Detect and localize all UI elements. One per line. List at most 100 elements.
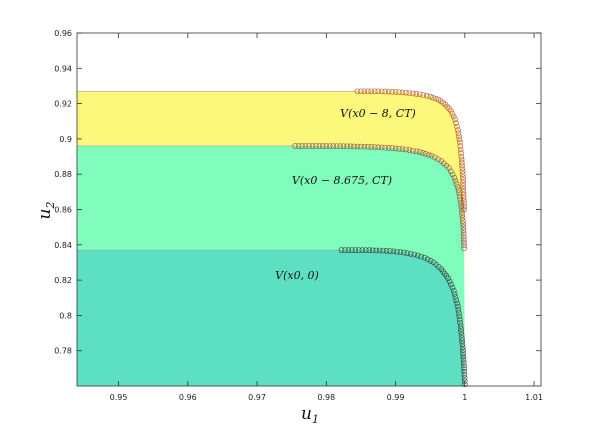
x-tick-label: 0.96 [179,393,197,402]
y-tick-label: 0.86 [54,206,72,215]
frontier-point-3 [452,294,459,300]
frontier-point-1 [460,180,466,186]
frontier-point-3 [345,247,352,253]
frontier-point-2 [447,168,454,175]
frontier-point-1 [392,89,399,95]
frontier-point-3 [451,291,458,297]
frontier-point-3 [455,303,461,310]
frontier-point-2 [432,154,438,161]
frontier-point-3 [450,287,457,294]
frontier-point-1 [406,90,413,96]
frontier-point-3 [459,338,465,344]
frontier-point-3 [380,247,386,254]
frontier-point-2 [375,144,382,150]
frontier-point-1 [460,197,467,204]
x-tick-label: 1.01 [525,393,543,402]
frontier-point-2 [302,143,309,149]
frontier-point-1 [454,123,460,130]
frontier-point-3 [448,281,454,288]
frontier-point-3 [387,248,393,254]
frontier-point-3 [373,247,379,254]
frontier-point-1 [458,150,464,156]
frontier-point-1 [459,162,465,169]
frontier-point-2 [403,146,409,153]
y-tick-label: 0.92 [54,100,72,109]
frontier-point-1 [403,89,409,96]
frontier-point-2 [419,150,426,156]
frontier-point-3 [424,256,431,263]
frontier-point-2 [457,196,464,203]
frontier-point-3 [366,247,373,254]
frontier-point-3 [394,248,400,255]
y-tick-label: 0.94 [54,64,72,73]
frontier-point-1 [452,116,458,123]
x-tick-label: 0.98 [317,393,335,402]
frontier-point-3 [356,247,362,253]
frontier-point-3 [458,329,465,335]
frontier-point-2 [458,206,465,212]
frontier-point-2 [451,174,458,181]
frontier-point-3 [342,247,348,253]
frontier-point-1 [382,88,388,95]
frontier-point-3 [460,350,466,357]
frontier-point-2 [368,144,375,150]
frontier-point-1 [432,95,439,102]
frontier-point-3 [408,251,414,257]
y-axis-label: u2 [35,202,57,220]
frontier-point-3 [460,356,467,363]
y-tick-label: 0.78 [54,347,72,356]
frontier-point-2 [330,143,337,149]
frontier-point-2 [452,178,459,184]
frontier-point-3 [390,248,397,255]
frontier-point-2 [392,145,399,152]
frontier-point-3 [376,247,383,254]
frontier-point-2 [385,145,392,151]
frontier-point-1 [457,146,464,153]
frontier-point-2 [406,147,413,153]
frontier-point-1 [459,168,466,175]
frontier-point-1 [365,88,371,95]
frontier-point-1 [457,139,463,146]
frontier-point-3 [458,332,465,338]
frontier-point-3 [383,248,390,254]
frontier-point-1 [460,194,467,201]
frontier-point-2 [459,215,466,221]
frontier-point-3 [456,313,463,320]
frontier-point-2 [358,143,364,150]
frontier-point-2 [316,143,323,149]
frontier-point-2 [413,148,420,155]
frontier-point-1 [427,93,433,100]
frontier-point-2 [461,236,467,243]
frontier-point-1 [460,189,467,195]
frontier-point-3 [411,251,418,258]
frontier-point-2 [399,146,406,152]
frontier-point-2 [456,190,462,197]
frontier-point-2 [459,209,465,215]
frontier-point-2 [417,149,423,155]
frontier-point-2 [344,143,350,150]
frontier-point-1 [458,156,465,163]
frontier-point-3 [446,278,453,285]
x-axis-label: u1 [301,404,319,426]
frontier-point-3 [456,316,463,323]
frontier-point-1 [456,136,463,143]
frontier-point-3 [359,247,366,253]
frontier-point-2 [460,230,467,237]
frontier-point-2 [323,143,330,149]
frontier-point-3 [362,247,369,253]
frontier-point-1 [413,91,420,97]
frontier-point-1 [378,88,385,95]
frontier-point-2 [340,143,347,150]
frontier-point-2 [410,147,416,154]
frontier-point-1 [358,88,364,95]
frontier-point-2 [446,165,452,171]
frontier-point-3 [460,359,467,366]
frontier-point-3 [397,249,404,255]
series-annotation-3: V(x0, 0) [275,269,319,282]
frontier-point-3 [454,300,460,307]
y-tick-label: 0.9 [59,135,72,144]
frontier-point-1 [455,127,461,133]
frontier-point-1 [459,159,465,166]
frontier-point-1 [448,108,454,114]
frontier-point-3 [449,284,456,291]
